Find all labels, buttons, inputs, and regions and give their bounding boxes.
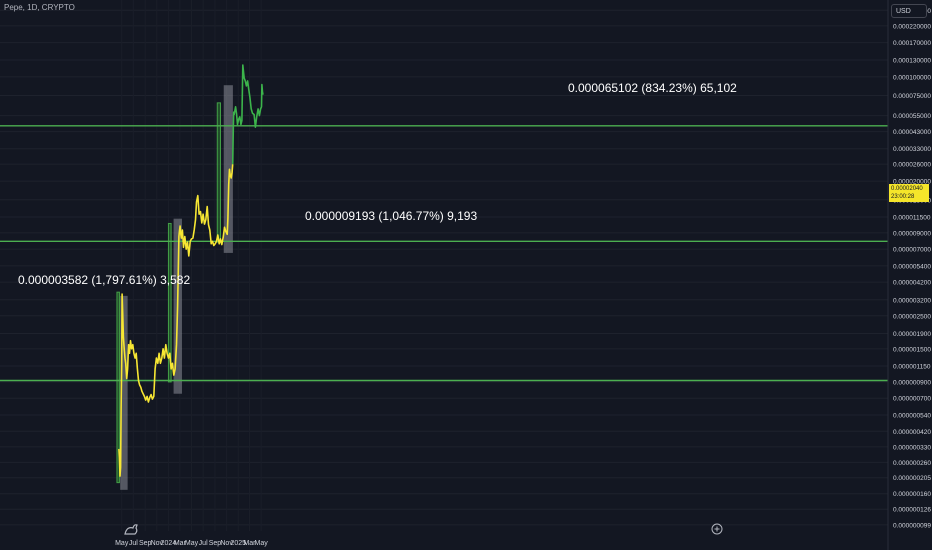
x-tick-label: May: [255, 540, 269, 547]
y-tick-label: 0.000009000: [893, 230, 931, 237]
last-price-value: 0.00002040: [891, 186, 923, 192]
y-tick-label: 0.000000160: [893, 491, 931, 498]
y-tick-label: 0.000000900: [893, 379, 931, 386]
y-tick-label: 0.000001150: [893, 364, 931, 371]
y-tick-label: 0.000000126: [893, 507, 931, 514]
y-tick-label: 0.000011500: [893, 214, 931, 221]
x-tick-label: Mar: [243, 540, 256, 547]
x-tick-label: Nov: [151, 540, 164, 547]
x-tick-label: May: [115, 540, 129, 547]
y-tick-label: 0.000130000: [893, 57, 931, 64]
y-tick-label: 0.000000420: [893, 429, 931, 436]
y-tick-label: 0.000100000: [893, 74, 931, 81]
y-tick-label: 0.000000099: [893, 522, 931, 529]
y-tick-label: 0.000075000: [893, 93, 931, 100]
measure-annotation: 0.000009193 (1,046.77%) 9,193: [305, 209, 477, 223]
x-tick-label: Sep: [209, 540, 222, 547]
y-tick-label: 0.000000205: [893, 475, 931, 482]
measure-annotation: 0.000003582 (1,797.61%) 3,582: [18, 273, 190, 287]
grey-range-box: [223, 85, 233, 253]
x-tick-label: May: [185, 540, 199, 547]
x-tick-label: Nov: [220, 540, 233, 547]
x-tick-label: Jul: [199, 540, 208, 547]
y-tick-label: 0.000026000: [893, 162, 931, 169]
price-line-yellow: [118, 164, 234, 477]
price-line-green: [231, 64, 264, 165]
y-tick-label: 0.000220000: [893, 23, 931, 30]
y-tick-label: 0.000002500: [893, 313, 931, 320]
grey-range-box: [120, 295, 128, 490]
y-tick-label: 0.000000330: [893, 444, 931, 451]
x-tick-label: Jul: [129, 540, 138, 547]
measure-annotation: 0.000065102 (834.23%) 65,102: [568, 81, 737, 95]
green-highlight-box: [116, 291, 120, 484]
y-tick-label: 0.000033000: [893, 146, 931, 153]
y-tick-label: 0.000005400: [893, 263, 931, 270]
x-tick-label: 2025: [230, 540, 246, 547]
x-tick-label: Sep: [139, 540, 152, 547]
y-tick-label: 0.000001500: [893, 346, 931, 353]
y-tick-label: 0.000055000: [893, 113, 931, 120]
tradingview-logo-icon: [124, 524, 138, 535]
y-tick-label: 0.000020000: [893, 179, 931, 186]
y-tick-label: 0.000003200: [893, 297, 931, 304]
countdown-timer: 23:00:28: [891, 194, 915, 200]
last-price-badge: 0.00002040 23:00:28: [889, 184, 929, 202]
y-tick-label: 0.000004200: [893, 280, 931, 287]
green-highlight-box: [216, 102, 222, 243]
go-to-date-icon[interactable]: [711, 523, 723, 535]
green-highlight-box: [167, 222, 172, 383]
y-tick-label: 0.000001900: [893, 331, 931, 338]
y-tick-label: 0.000000540: [893, 412, 931, 419]
y-tick-label: 0.000000700: [893, 396, 931, 403]
x-tick-label: 2024: [161, 540, 177, 547]
y-tick-label: 0.000043000: [893, 129, 931, 136]
x-tick-label: Mar: [174, 540, 187, 547]
symbol-label: Pepe, 1D, CRYPTO: [4, 3, 75, 12]
y-tick-label: 0.000000260: [893, 460, 931, 467]
y-tick-label: 0.000170000: [893, 40, 931, 47]
y-tick-label: 0.000007000: [893, 247, 931, 254]
currency-selector[interactable]: USD: [891, 4, 927, 18]
